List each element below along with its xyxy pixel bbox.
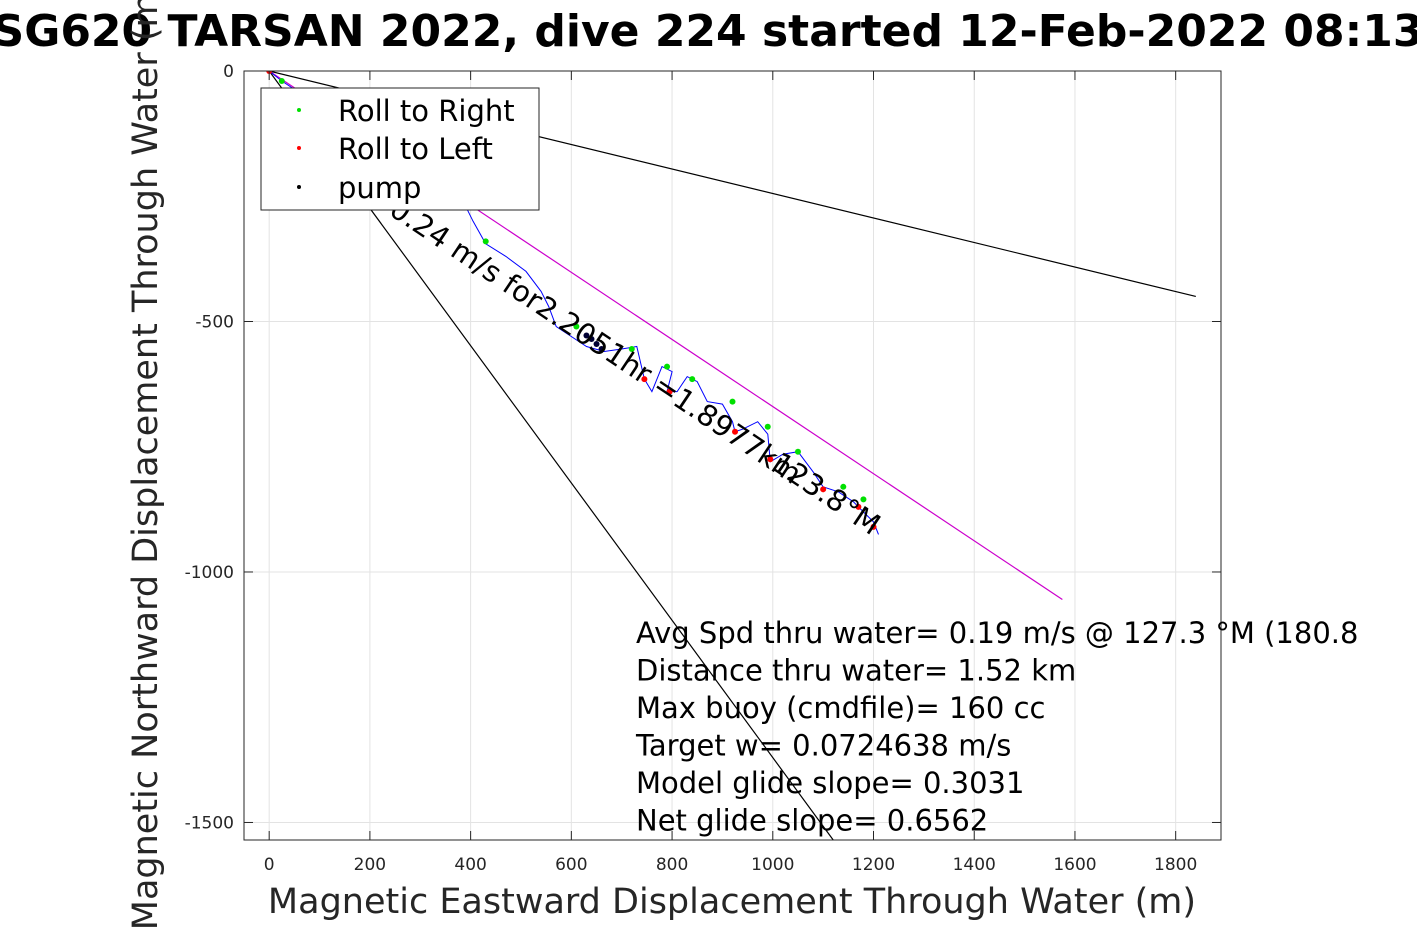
legend: Roll to Right Roll to Left pump <box>260 87 540 211</box>
x-axis-label: Magnetic Eastward Displacement Through W… <box>268 882 1196 922</box>
y-axis-label: Magnetic Northward Displacement Through … <box>126 0 166 930</box>
roll-left-point <box>855 503 862 510</box>
roll-right-point <box>794 448 801 455</box>
roll-left-point <box>666 388 673 395</box>
x-tick-label: 1000 <box>751 855 794 875</box>
roll-left-point <box>820 486 827 493</box>
legend-entry-roll-right: Roll to Right <box>338 94 515 128</box>
x-tick-label: 1200 <box>852 855 895 875</box>
pump-point <box>588 336 595 343</box>
x-tick-label: 800 <box>656 855 688 875</box>
pump-point <box>593 341 600 348</box>
roll-right-point <box>840 483 847 490</box>
x-tick-label: 1800 <box>1154 855 1197 875</box>
legend-entry-roll-left: Roll to Left <box>338 132 493 166</box>
ticks: 0 200 400 600 800 1000 1200 1400 1600 1800 0 -500 -1… <box>185 62 1221 875</box>
chart-title: SG620 TARSAN 2022, dive 224 started 12-F… <box>0 6 1417 57</box>
stats-line: Avg Spd thru water= 0.19 m/s @ 127.3 °M … <box>636 616 1358 650</box>
roll-right-point <box>729 398 736 405</box>
x-tick-label: 1400 <box>953 855 996 875</box>
legend-marker-roll-left <box>297 146 301 150</box>
roll-right-point <box>573 323 580 330</box>
x-tick-label: 1600 <box>1053 855 1096 875</box>
stats-line: Distance thru water= 1.52 km <box>636 654 1076 688</box>
stats-line: Target w= 0.0724638 m/s <box>635 729 1011 763</box>
roll-right-point <box>860 496 867 503</box>
y-tick-label: -1000 <box>185 563 234 583</box>
roll-right-point <box>689 376 696 383</box>
y-tick-label: -500 <box>195 312 234 332</box>
x-tick-label: 200 <box>354 855 386 875</box>
roll-right-point <box>764 423 771 430</box>
stats-line: Max buoy (cmdfile)= 160 cc <box>636 691 1045 725</box>
pump-point <box>583 332 590 339</box>
roll-left-point <box>767 456 774 463</box>
legend-marker-pump <box>297 185 301 189</box>
roll-left-point <box>732 428 739 435</box>
roll-right-point <box>278 78 285 85</box>
x-tick-label: 400 <box>454 855 486 875</box>
x-tick-label: 600 <box>555 855 587 875</box>
stats-block: Avg Spd thru water= 0.19 m/s @ 127.3 °M … <box>635 616 1358 838</box>
legend-marker-roll-right <box>297 108 301 112</box>
plot-frame <box>243 70 1222 841</box>
legend-box <box>260 87 540 211</box>
roll-left-point <box>870 523 877 530</box>
stats-line: Net glide slope= 0.6562 <box>636 804 988 838</box>
roll-right-point <box>664 363 671 370</box>
y-tick-label: 0 <box>223 62 234 82</box>
roll-right-point <box>482 238 489 245</box>
x-tick-label: 0 <box>264 855 275 875</box>
pump-point <box>598 346 605 353</box>
roll-left-point <box>641 376 648 383</box>
stats-line: Model glide slope= 0.3031 <box>636 766 1024 800</box>
roll-right-point <box>628 346 635 353</box>
legend-entry-pump: pump <box>338 171 421 205</box>
y-tick-label: -1500 <box>185 813 234 833</box>
